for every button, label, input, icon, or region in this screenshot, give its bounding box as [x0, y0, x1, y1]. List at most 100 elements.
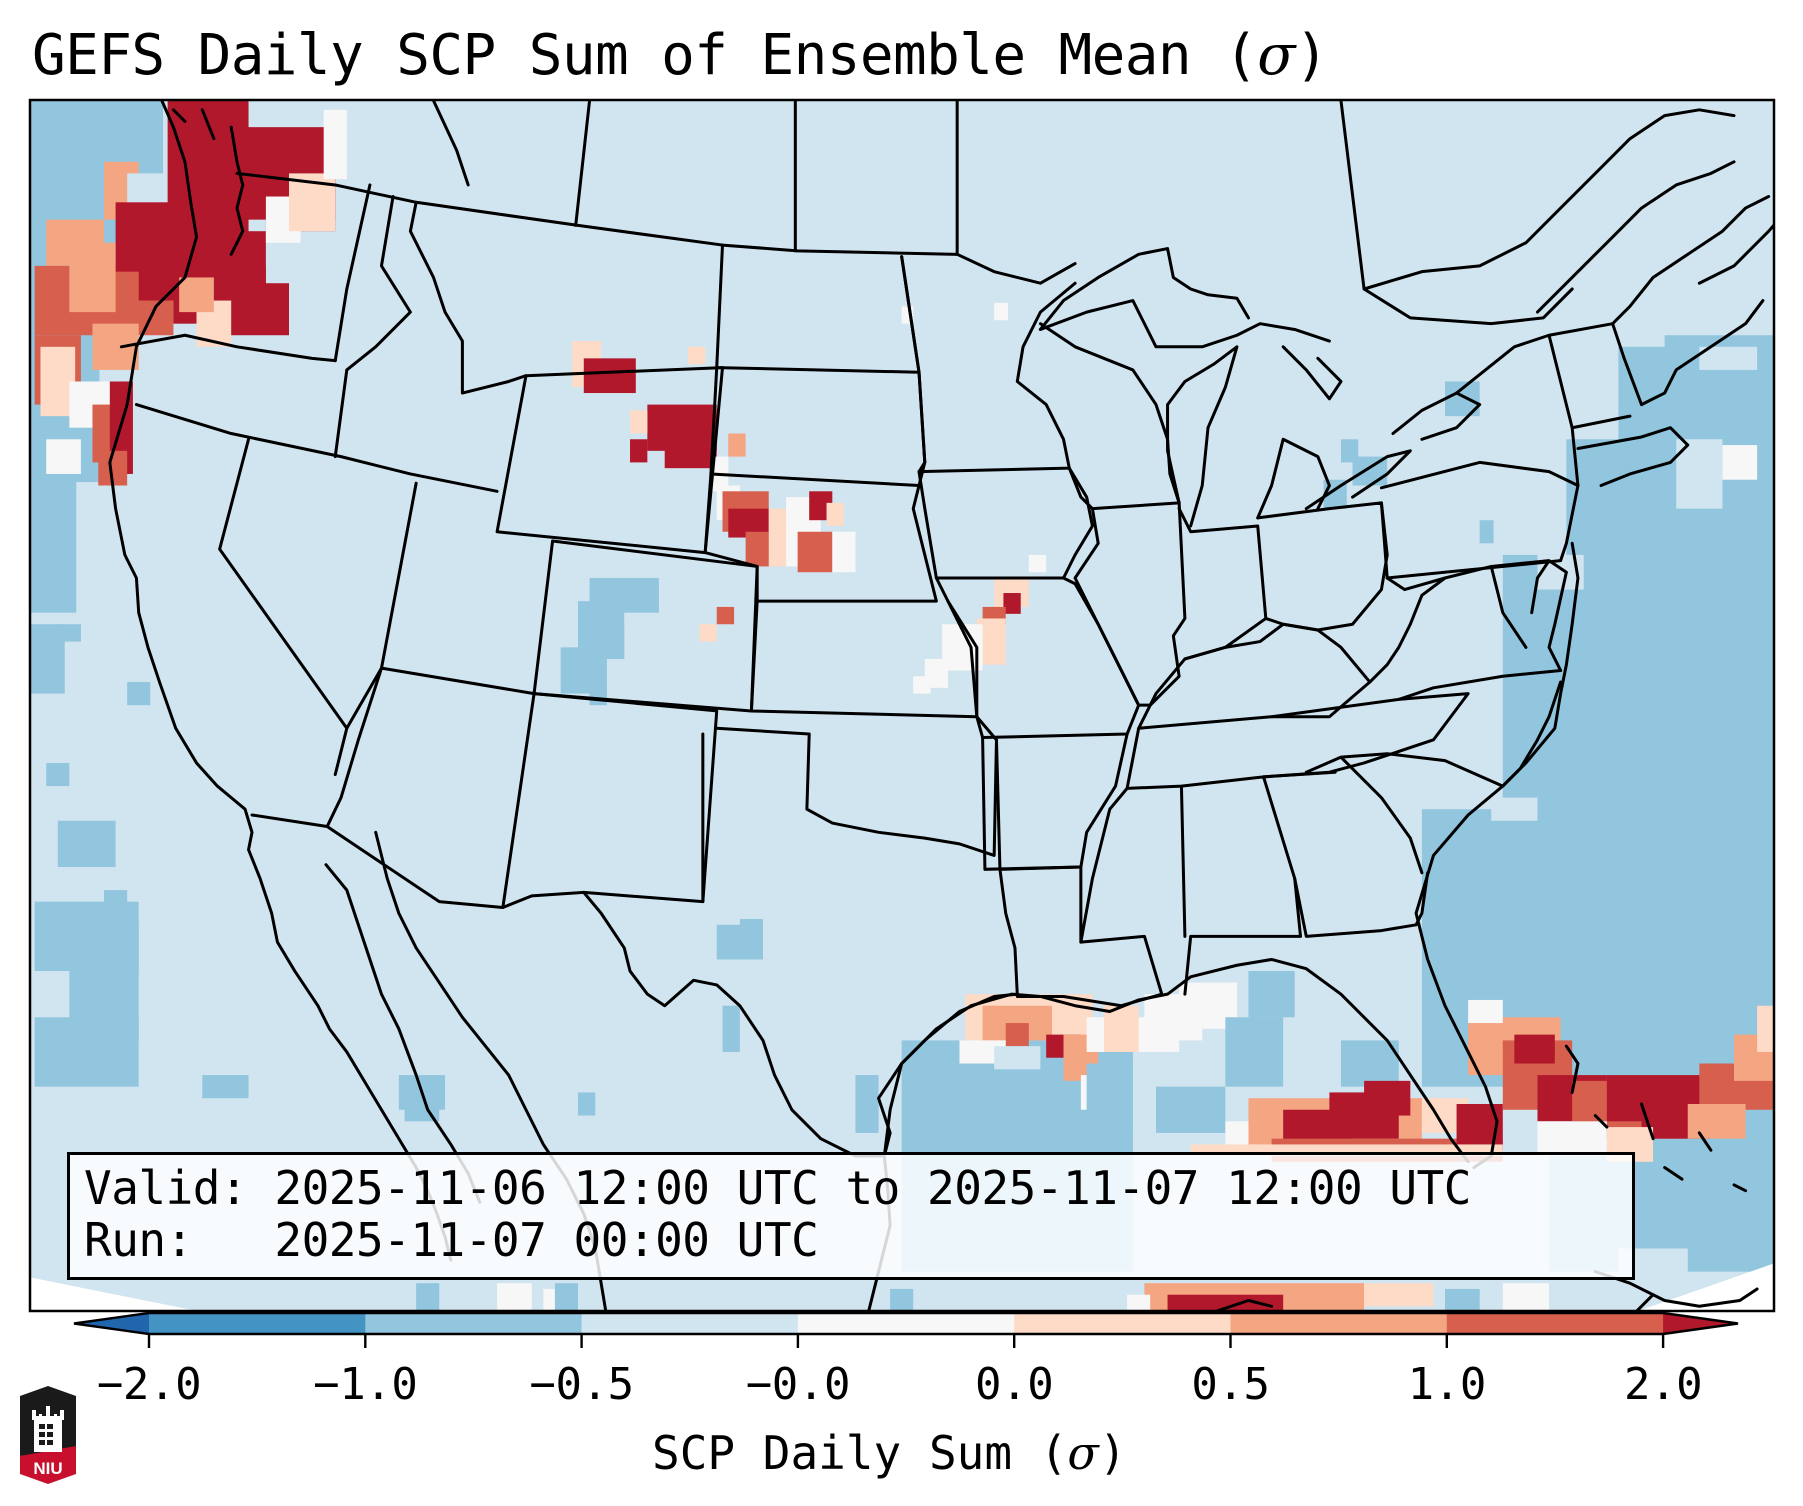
colorbar-label: SCP Daily Sum (σ) [652, 1425, 1127, 1481]
scp-field-cell [1003, 593, 1021, 614]
scp-field-cell [1167, 1294, 1284, 1311]
scp-field-cell [1537, 1121, 1607, 1156]
scp-field-cell [46, 439, 81, 474]
scp-field-cell [1364, 1283, 1434, 1307]
colorbar-tick-label: −0.0 [745, 1359, 851, 1410]
colorbar-label-text: SCP Daily Sum ( [652, 1426, 1068, 1480]
puget-sound [171, 108, 245, 256]
colorbar-label-suffix: ) [1098, 1426, 1127, 1480]
colorbar-tick-label: −0.5 [529, 1359, 634, 1410]
tennessee [1125, 692, 1470, 790]
scp-field-cell [1156, 1086, 1226, 1133]
scp-field-cell [832, 531, 856, 573]
map-frame [28, 98, 1776, 1313]
mid-atlantic [1385, 559, 1568, 672]
colorbar-tick-label: 0.5 [1191, 1359, 1270, 1410]
mexico-border-west [250, 813, 329, 829]
scp-field-cell [1502, 1283, 1550, 1311]
scp-field-cell [202, 1075, 249, 1099]
title-text: GEFS Daily SCP Sum of Ensemble Mean ( [32, 23, 1258, 88]
run-value: 2025-11-07 00:00 UTC [274, 1213, 819, 1267]
scp-field-cell [1364, 1080, 1411, 1116]
nevada-california [218, 437, 349, 730]
minnesota [900, 255, 1077, 474]
scp-field-cell [1028, 554, 1047, 573]
lake-erie-ontario [1304, 391, 1482, 511]
valid-value: 2025-11-06 12:00 UTC to 2025-11-07 12:00… [274, 1161, 1471, 1215]
title-sigma-symbol: σ [1257, 23, 1295, 88]
scp-field-cell [69, 242, 116, 313]
scp-field-cell [57, 624, 81, 642]
valid-label: Valid: [84, 1161, 248, 1215]
new-mexico [501, 692, 719, 909]
nevada-utah [333, 481, 418, 777]
idaho-montana [333, 195, 412, 459]
scp-field-cell [30, 450, 77, 613]
scp-field-cell [687, 346, 706, 365]
scp-field-cell [739, 919, 763, 943]
oregon-south [134, 403, 499, 493]
logo-text: NIU [33, 1459, 62, 1478]
scp-field-cell [179, 277, 214, 313]
scp-field-cell [826, 502, 844, 526]
colorbar-bin [1230, 1313, 1448, 1334]
scp-field-cell [1190, 1144, 1503, 1156]
colorbar [73, 1311, 1739, 1348]
scp-field-cell [578, 1092, 596, 1116]
pacific-coastline [108, 100, 453, 1262]
colorbar-extend-max [1663, 1313, 1738, 1334]
gulf-coastline [882, 957, 1470, 1164]
scp-field-cell [57, 820, 116, 867]
colorbar-extend-min [74, 1313, 149, 1334]
scp-field-cell [1225, 1017, 1284, 1087]
new-england [1570, 195, 1771, 488]
map-borders [108, 100, 1774, 1311]
scp-field-cell [46, 762, 70, 787]
colorbar-bin [797, 1313, 1015, 1334]
atlantic-coastline [1414, 541, 1580, 1170]
colorbar-tick-label: 2.0 [1623, 1359, 1703, 1410]
scp-field-cell [630, 439, 648, 463]
map-plot-area [30, 100, 1774, 1311]
colorbar-tick-label: −1.0 [313, 1359, 418, 1410]
scp-field-cell [890, 1288, 914, 1311]
scp-field-cell [1248, 971, 1295, 1018]
illinois [1073, 501, 1187, 707]
scp-field-cell [855, 1075, 879, 1133]
lake-superior [1038, 247, 1250, 331]
colorbar-tick-label: 1.0 [1407, 1359, 1487, 1410]
arkansas [981, 732, 1129, 871]
oklahoma [715, 715, 998, 857]
scp-field-cell [104, 890, 128, 925]
scp-field-cell [994, 1046, 1041, 1070]
scp-field-cell [1340, 439, 1359, 463]
colorbar-tick-label: −2.0 [96, 1359, 202, 1410]
scp-field-cell [589, 687, 607, 706]
scp-field-cell [34, 1017, 139, 1087]
colorbar-bin [365, 1313, 583, 1334]
scp-field-cell [554, 1283, 578, 1311]
outside-domain-left [30, 1277, 198, 1311]
scp-field-cell [664, 421, 717, 469]
colorbar-bin [1014, 1313, 1231, 1334]
scp-field-cell [497, 1283, 532, 1311]
scp-field-cell [323, 109, 347, 180]
wyoming-borders [495, 366, 725, 555]
scp-field-cell [1103, 1005, 1139, 1052]
scp-field-cell [913, 676, 931, 694]
scp-field-cell [127, 682, 151, 706]
colorbar-bin [149, 1313, 366, 1334]
montana-wyoming [408, 200, 725, 395]
louisiana [998, 865, 1164, 1008]
scp-field-cell [630, 410, 648, 434]
scp-field-cell [1722, 445, 1758, 480]
scp-field-cell [1127, 1294, 1151, 1311]
valid-time-info-box: Valid: 2025-11-06 12:00 UTC to 2025-11-0… [67, 1152, 1635, 1280]
washington-oregon [119, 333, 337, 363]
figure-title: GEFS Daily SCP Sum of Ensemble Mean (σ) [32, 22, 1329, 90]
canada-provinces [431, 100, 1574, 326]
scp-field-cell [1468, 999, 1503, 1024]
scp-field-cell [1445, 1288, 1480, 1311]
logo-shield-red [20, 1446, 76, 1484]
